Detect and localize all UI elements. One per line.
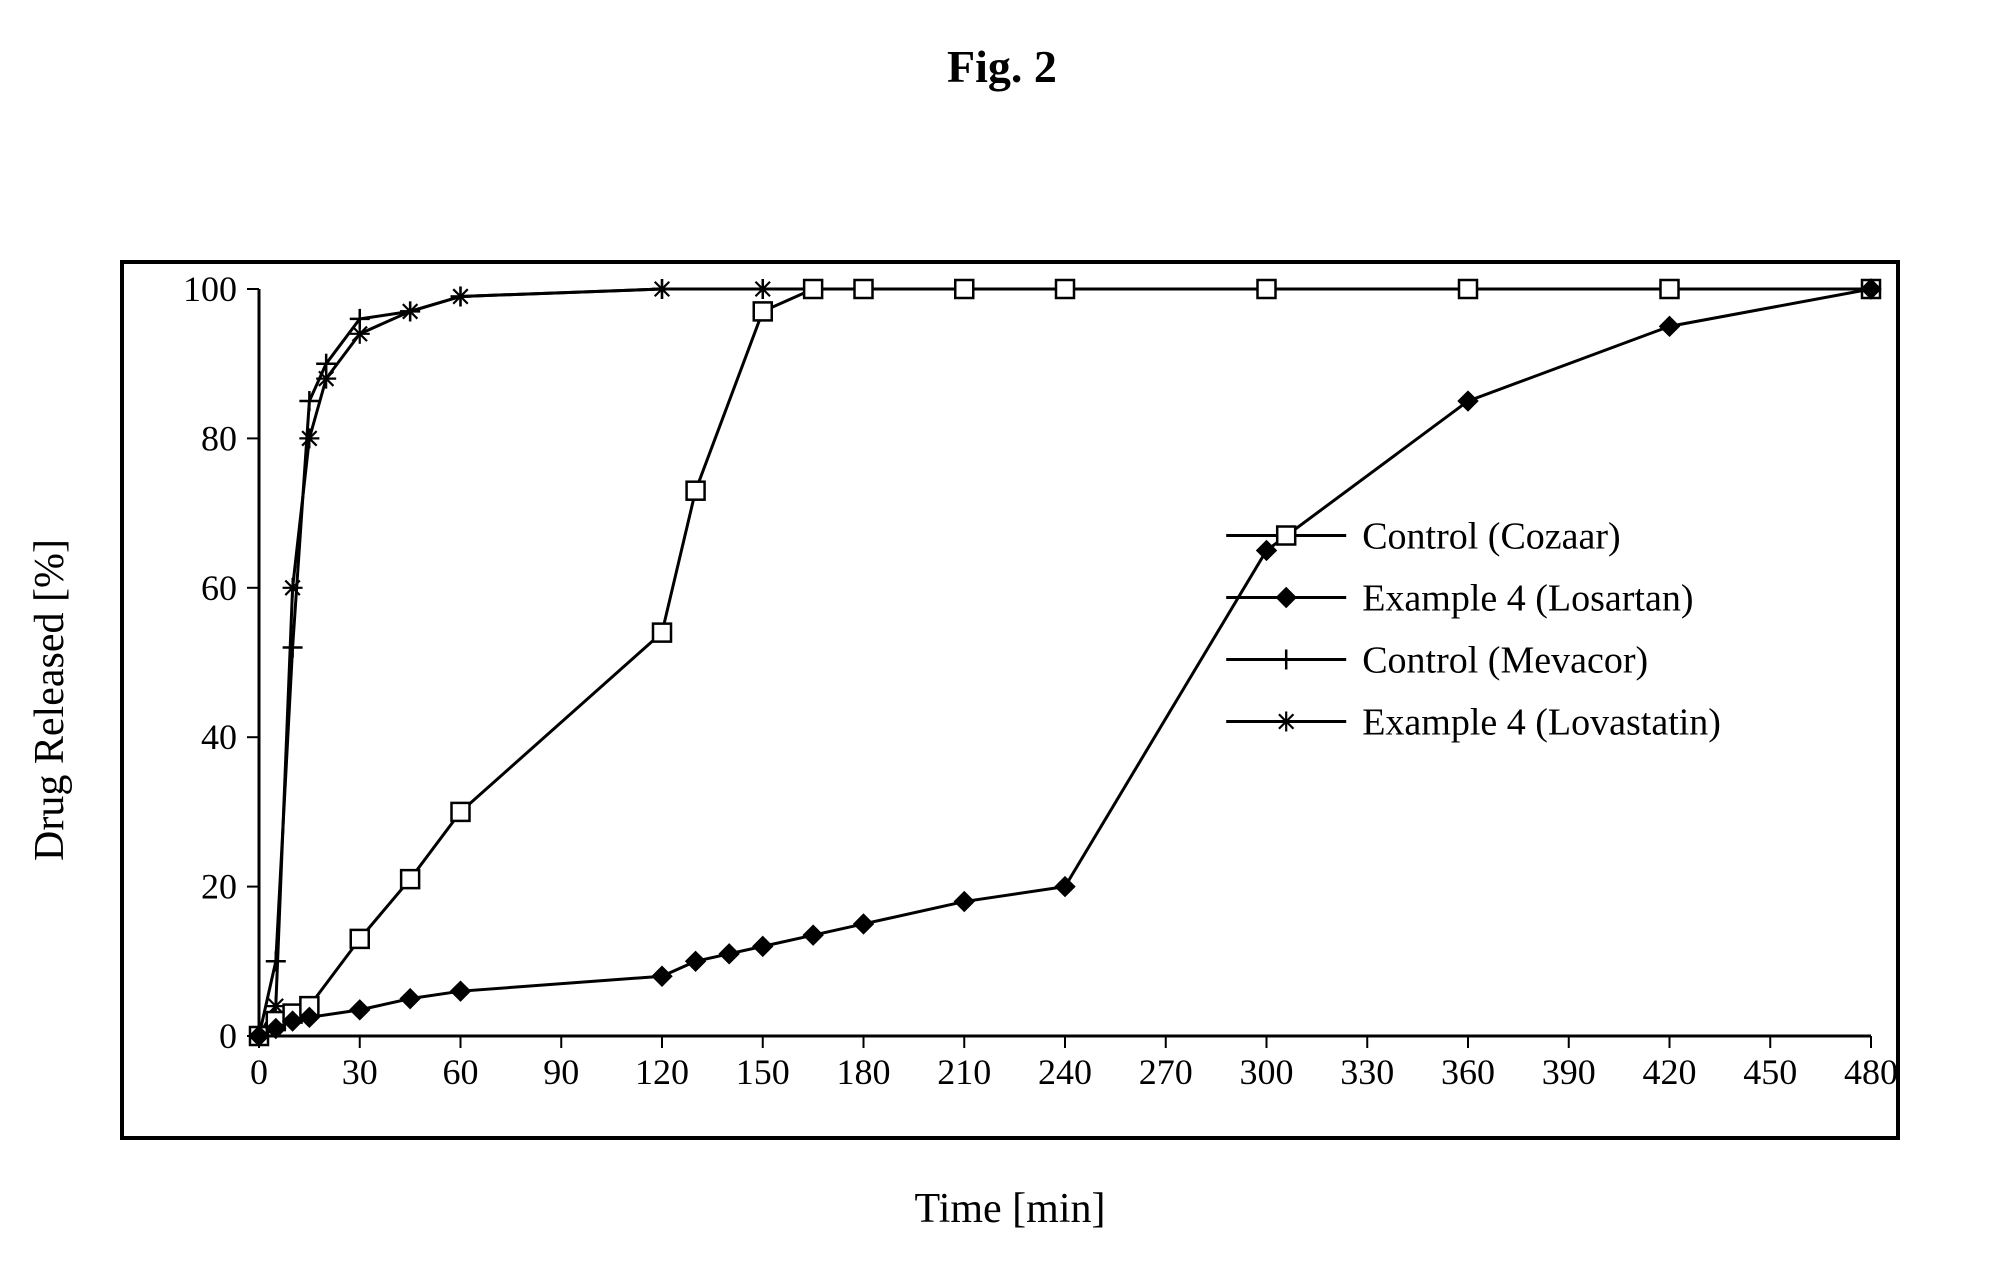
x-tick-label: 330 [1340,1052,1394,1092]
marker-asterisk [316,369,336,389]
x-tick-label: 0 [250,1052,268,1092]
x-tick-label: 300 [1240,1052,1294,1092]
chart-area: 0 30 60 90 120 150 180 210 240 270 300 330 360 390 420… [120,260,1900,1140]
x-tick-label: 30 [342,1052,378,1092]
x-tick-label: 360 [1441,1052,1495,1092]
y-tick-label: 20 [201,867,237,907]
x-tick-label: 240 [1038,1052,1092,1092]
legend-label: Example 4 (Lovastatin) [1362,702,1721,744]
marker-open-square [754,302,772,320]
marker-filled-diamond [719,944,739,964]
x-tick-label: 480 [1844,1052,1896,1092]
marker-filled-diamond [954,892,974,912]
marker-open-square [1277,527,1295,545]
y-tick-label: 80 [201,418,237,458]
marker-asterisk [350,324,370,344]
y-axis-label-wrap: Drug Released [%] [30,260,70,1140]
marker-asterisk [652,279,672,299]
marker-open-square [653,624,671,642]
x-tick-label: 210 [937,1052,991,1092]
figure-title: Fig. 2 [0,40,2004,93]
marker-filled-diamond [1660,316,1680,336]
marker-filled-diamond [652,966,672,986]
legend-label: Example 4 (Losartan) [1362,578,1693,620]
marker-open-square [351,930,369,948]
marker-asterisk [753,279,773,299]
x-tick-label: 120 [635,1052,689,1092]
marker-open-square [452,803,470,821]
marker-plus [266,951,286,971]
legend-label: Control (Cozaar) [1362,516,1621,558]
marker-asterisk [283,578,303,598]
marker-plus [1276,650,1296,670]
x-tick-label: 60 [443,1052,479,1092]
marker-asterisk [451,286,471,306]
legend: Control (Cozaar) Example 4 (Losartan) Cont… [1226,516,1721,744]
marker-plus [283,638,303,658]
x-axis-label: Time [min] [120,1185,1900,1233]
marker-filled-diamond [400,989,420,1009]
x-tick-label: 270 [1139,1052,1193,1092]
marker-open-square [687,482,705,500]
marker-open-square [804,280,822,298]
legend-label: Control (Mevacor) [1362,640,1648,682]
marker-filled-diamond [854,914,874,934]
marker-filled-diamond [1276,588,1296,608]
y-axis-label: Drug Released [%] [26,539,74,861]
chart-svg: 0 30 60 90 120 150 180 210 240 270 300 330 360 390 420… [124,264,1896,1136]
x-tick-label: 420 [1643,1052,1697,1092]
y-tick-label: 0 [219,1016,237,1056]
marker-open-square [1459,280,1477,298]
marker-asterisk [1276,712,1296,732]
x-tick-label: 90 [543,1052,579,1092]
marker-filled-diamond [803,925,823,945]
x-tick-label: 180 [837,1052,891,1092]
marker-open-square [1258,280,1276,298]
marker-open-square [401,870,419,888]
marker-filled-diamond [753,936,773,956]
x-tick-label: 390 [1542,1052,1596,1092]
marker-filled-diamond [451,981,471,1001]
marker-filled-diamond [686,951,706,971]
marker-filled-diamond [350,1000,370,1020]
marker-filled-diamond [1055,877,1075,897]
y-tick-label: 100 [183,269,237,309]
marker-asterisk [299,428,319,448]
y-tick-label: 60 [201,568,237,608]
y-tick-label: 40 [201,717,237,757]
marker-open-square [1056,280,1074,298]
marker-open-square [855,280,873,298]
marker-asterisk [400,301,420,321]
marker-open-square [955,280,973,298]
x-tick-label: 450 [1743,1052,1797,1092]
x-tick-label: 150 [736,1052,790,1092]
marker-open-square [1661,280,1679,298]
